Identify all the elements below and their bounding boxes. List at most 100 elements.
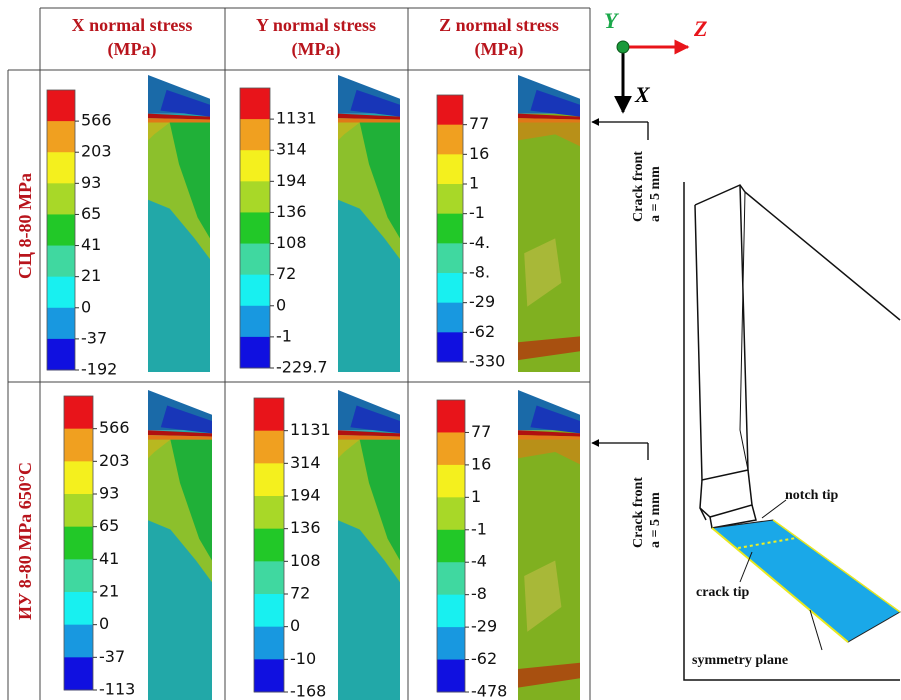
row-label: ИУ 8-80 MPa 650°C — [15, 462, 35, 620]
legend-swatch — [254, 496, 284, 530]
legend-swatch — [254, 528, 284, 562]
axis-x-label: X — [634, 82, 651, 107]
legend-label: 136 — [276, 202, 307, 221]
contour-region — [518, 439, 580, 465]
legend-swatch — [47, 214, 75, 247]
legend-frame — [436, 94, 464, 363]
contour-region — [530, 405, 580, 434]
legend-swatch — [240, 305, 270, 338]
row-label: СЦ 8-80 MPa — [15, 173, 35, 279]
legend-label: 194 — [290, 486, 321, 505]
legend-label: 108 — [276, 233, 307, 252]
contour-region — [160, 405, 212, 434]
legend-label: 72 — [276, 264, 296, 283]
crack-length-label: a = 5 mm — [648, 492, 663, 548]
legend-label: 93 — [81, 173, 101, 192]
legend-swatch — [254, 594, 284, 628]
legend-swatch — [437, 154, 463, 185]
crack-front-label: Crack front — [631, 151, 646, 222]
legend-swatch — [240, 150, 270, 182]
legend-label: -29 — [471, 617, 497, 636]
axis-triad: Y Z X — [604, 8, 707, 114]
legend-swatch — [47, 307, 75, 340]
panels: 566 203 93 65 41 21 0 -37 -192 1131 314 194 136 108 72… — [46, 75, 580, 700]
column-header-unit: (MPa) — [108, 39, 157, 60]
contour-region — [170, 439, 212, 561]
legend-frame — [253, 397, 285, 693]
contour-region — [518, 430, 580, 437]
legend-label: -168 — [290, 682, 326, 700]
table-grid — [7, 7, 591, 700]
legend-label: 0 — [276, 295, 286, 314]
legend-swatch — [437, 594, 465, 628]
legend-swatch — [47, 121, 75, 153]
legend-label: -10 — [290, 649, 316, 668]
legend-swatch — [437, 659, 465, 693]
column-header: Y normal stress — [256, 15, 376, 35]
crack-front-label: Crack front — [631, 477, 646, 548]
legend-label: 16 — [469, 144, 489, 163]
legend-label: 1131 — [290, 420, 331, 439]
legend-swatch — [254, 659, 284, 693]
legend-swatch — [47, 183, 75, 215]
legend-swatch — [47, 276, 75, 309]
legend-swatch — [437, 562, 465, 596]
legend-label: 77 — [469, 114, 489, 133]
legend-swatch — [240, 88, 270, 120]
legend-swatch — [437, 95, 463, 126]
legend-label: 566 — [81, 111, 112, 130]
legend-label: -62 — [471, 649, 497, 668]
legend-swatch — [64, 396, 93, 430]
legend-label: 136 — [290, 518, 321, 537]
contour-region — [359, 439, 400, 561]
legend-label: 21 — [81, 266, 101, 285]
legend-label: 108 — [290, 551, 321, 570]
legend-label: -330 — [469, 352, 505, 371]
legend-label: 203 — [81, 142, 112, 161]
legend-label: 1 — [469, 174, 479, 193]
contour-region — [148, 122, 170, 141]
legend-swatch — [437, 273, 463, 304]
legend-label: 93 — [99, 484, 119, 503]
legend-swatch — [240, 336, 270, 369]
legend-frame — [46, 89, 76, 371]
legend-label: -8. — [469, 263, 490, 282]
contour-region — [338, 113, 400, 120]
legend-swatch — [437, 529, 465, 563]
axis-z-label: Z — [693, 16, 707, 41]
column-header: Z normal stress — [439, 15, 559, 35]
legend-label: -1 — [469, 203, 485, 222]
contour-region — [518, 662, 580, 688]
legend-swatch — [64, 428, 93, 462]
legend-label: -8 — [471, 584, 487, 603]
crack-tip-label: crack tip — [696, 585, 749, 600]
legend-label: -29 — [469, 292, 495, 311]
legend-swatch — [47, 90, 75, 122]
notch-tip-label: notch tip — [785, 488, 839, 503]
contour-region — [530, 89, 580, 117]
legend-swatch — [437, 124, 463, 155]
legend-label: -1 — [276, 326, 292, 345]
contour-region — [518, 118, 580, 123]
legend-swatch — [240, 243, 270, 276]
legend-swatch — [64, 461, 93, 495]
contour-region — [524, 238, 562, 307]
column-header-unit: (MPa) — [475, 39, 524, 60]
legend-swatch — [64, 494, 93, 528]
legend-swatch — [437, 184, 463, 215]
legend-label: 1131 — [276, 109, 317, 128]
symmetry-plane-label: symmetry plane — [692, 653, 788, 668]
contour-region — [518, 122, 580, 147]
legend-label: 314 — [290, 453, 321, 472]
legend-label: -478 — [471, 682, 507, 700]
legend-label: 41 — [99, 549, 119, 568]
contour-region — [518, 434, 580, 440]
contour-region — [160, 89, 210, 117]
legend-label: 566 — [99, 418, 130, 437]
legend-label: 0 — [81, 297, 91, 316]
crack-front-arrows — [591, 118, 649, 460]
legend-swatch — [437, 213, 463, 244]
axis-y-label: Y — [604, 8, 620, 33]
crack-length-label: a = 5 mm — [648, 166, 663, 222]
